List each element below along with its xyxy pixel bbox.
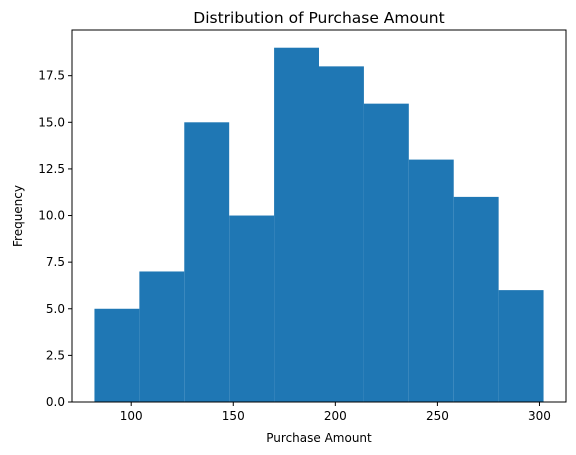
bars — [94, 47, 544, 402]
x-axis-label: Purchase Amount — [266, 431, 372, 445]
y-tick-label: 0.0 — [46, 395, 65, 409]
histogram-bar — [184, 122, 230, 402]
x-tick-label: 300 — [528, 409, 551, 423]
y-tick-label: 15.0 — [38, 115, 65, 129]
histogram-bar — [408, 159, 454, 402]
y-tick-label: 2.5 — [46, 348, 65, 362]
x-tick-label: 250 — [426, 409, 449, 423]
histogram-bar — [319, 66, 364, 402]
x-axis-ticks: 100 150 200 250 300 — [120, 402, 551, 423]
histogram-bar — [139, 271, 185, 402]
histogram-bar — [453, 196, 499, 402]
x-tick-label: 150 — [222, 409, 245, 423]
histogram-bar — [274, 47, 319, 402]
y-tick-label: 12.5 — [38, 162, 65, 176]
histogram-bar — [94, 308, 140, 402]
histogram-bar — [229, 215, 275, 402]
y-axis-label: Frequency — [11, 185, 25, 247]
histogram-bar — [363, 103, 409, 402]
x-tick-label: 200 — [324, 409, 347, 423]
chart-title: Distribution of Purchase Amount — [193, 9, 444, 27]
y-axis-ticks: 0.0 2.5 5.0 7.5 10.0 12.5 15.0 17.5 — [38, 69, 72, 409]
plot-frame — [71, 29, 567, 403]
y-tick-label: 17.5 — [38, 69, 65, 83]
y-tick-label: 5.0 — [46, 302, 65, 316]
y-tick-label: 10.0 — [38, 209, 65, 223]
histogram-bar — [498, 290, 544, 402]
y-tick-label: 7.5 — [46, 255, 65, 269]
x-tick-label: 100 — [120, 409, 143, 423]
